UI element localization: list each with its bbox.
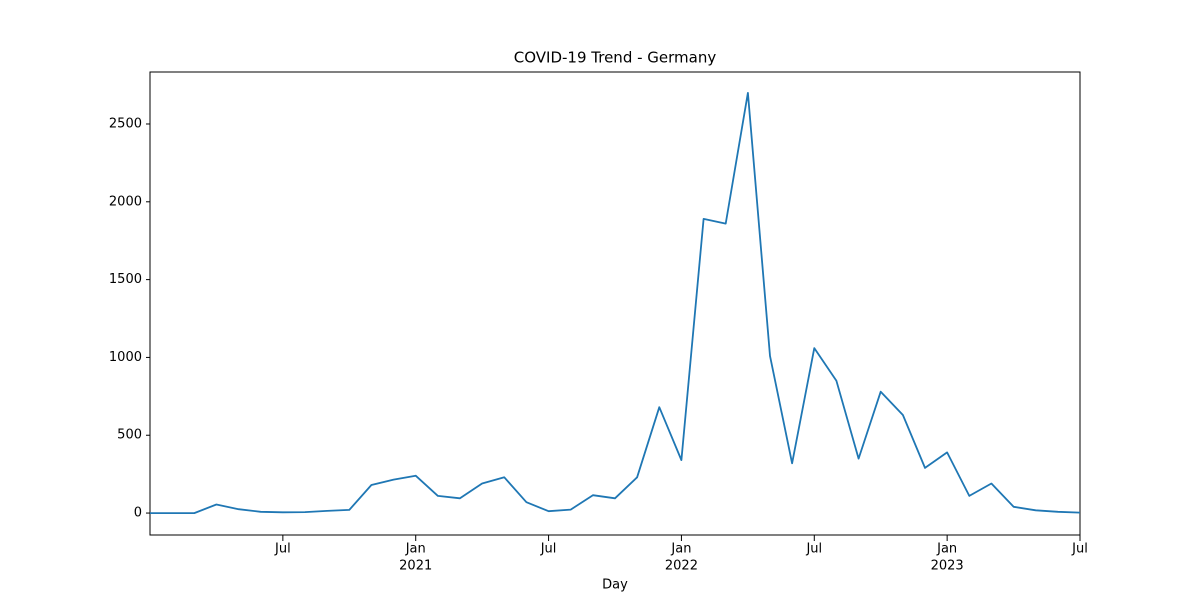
x-tick-label: Jan [405, 542, 426, 557]
line [150, 92, 1081, 514]
x-tick-year: 2022 [665, 559, 698, 574]
y-tick-label: 2500 [109, 116, 142, 131]
y-tick-label: 1000 [109, 350, 142, 365]
x-tick-year: 2023 [931, 559, 964, 574]
y-tick-label: 500 [117, 428, 142, 443]
y-tick-label: 0 [134, 506, 142, 521]
y-tick-label: 1500 [109, 272, 142, 287]
x-tick-label: Jan [670, 542, 691, 557]
x-tick-label: Jan [936, 542, 957, 557]
plot-frame [149, 71, 1081, 536]
x-axis-label: Day [602, 578, 628, 593]
x-tick-label: Jul [540, 542, 557, 557]
x-tick-label: Jul [274, 542, 291, 557]
chart-title: COVID-19 Trend - Germany [514, 49, 717, 67]
x-tick-label: Jul [1071, 542, 1088, 557]
x-tick-year: 2021 [399, 559, 432, 574]
y-tick-label: 2000 [109, 194, 142, 209]
x-tick-label: Jul [805, 542, 822, 557]
